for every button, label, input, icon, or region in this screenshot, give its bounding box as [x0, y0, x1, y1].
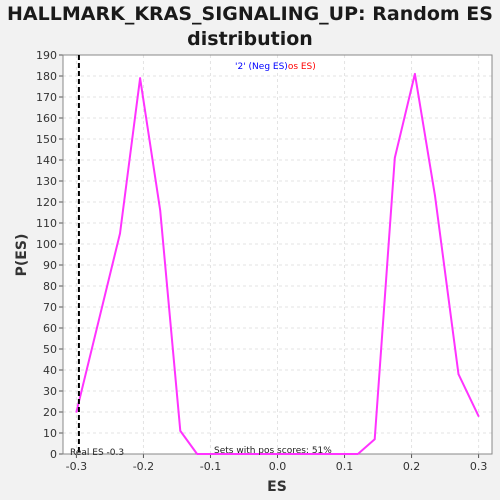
x-tick-label: 0.1	[336, 460, 354, 473]
y-tick-label: 120	[36, 196, 57, 209]
data-point	[209, 453, 212, 455]
data-point	[139, 77, 141, 79]
data-point	[434, 194, 436, 197]
x-tick-label: -0.3	[66, 460, 87, 473]
data-point	[343, 453, 346, 455]
x-tick-label: -0.2	[133, 460, 154, 473]
real-es-label: Real ES -0.3	[70, 448, 124, 458]
y-tick-label: 150	[36, 133, 57, 146]
chart-title-line2: distribution	[187, 28, 313, 50]
data-point	[179, 430, 182, 432]
y-tick-label: 130	[36, 175, 57, 188]
y-tick-label: 20	[43, 406, 57, 419]
legend-neg: '2' (Neg ES)	[235, 62, 288, 72]
legend: '2' (Neg ES)os ES)	[235, 62, 316, 72]
chart-title: HALLMARK_KRAS_SIGNALING_UP: Random ES di…	[0, 2, 500, 52]
axes: 0 10 20 30 40 50 60 70 80 90 100 110 120 130 140 150 160…	[36, 49, 493, 473]
y-tick-label: 30	[43, 385, 57, 398]
data-point	[119, 232, 121, 235]
data-point	[357, 453, 359, 455]
data-point	[373, 438, 376, 441]
data-point	[414, 73, 416, 75]
y-tick-label: 40	[43, 364, 57, 377]
y-tick-label: 180	[36, 70, 57, 83]
y-tick-label: 140	[36, 154, 57, 167]
y-tick-label: 170	[36, 91, 57, 104]
y-tick-label: 60	[43, 322, 57, 335]
y-tick-label: 80	[43, 280, 57, 293]
y-tick-label: 100	[36, 238, 57, 251]
data-point	[196, 453, 198, 455]
x-tick-label: -0.1	[200, 460, 221, 473]
y-tick-label: 90	[43, 259, 57, 272]
series-group	[75, 72, 480, 455]
data-point	[457, 373, 460, 376]
y-tick-label: 160	[36, 112, 57, 125]
data-point	[75, 411, 78, 413]
y-tick-label: 50	[43, 343, 57, 356]
y-tick-label: 190	[36, 49, 57, 62]
x-tick-label: 0.2	[403, 460, 421, 473]
grid	[63, 54, 492, 455]
y-tick-label: 10	[43, 427, 57, 440]
y-tick-label: 70	[43, 301, 57, 314]
legend-pos: os ES)	[288, 62, 316, 72]
x-tick-label: 0.0	[269, 460, 287, 473]
pos-scores-note: Sets with pos scores: 51%	[214, 446, 332, 456]
y-tick-label: 0	[50, 448, 57, 461]
data-point	[477, 415, 480, 418]
y-tick-label: 110	[36, 217, 57, 230]
data-point	[159, 209, 161, 212]
data-point	[394, 157, 396, 159]
x-axis-title: ES	[267, 479, 287, 495]
y-axis-title: P(ES)	[14, 234, 30, 277]
x-tick-label: 0.3	[470, 460, 488, 473]
chart-title-line1: HALLMARK_KRAS_SIGNALING_UP: Random ES	[7, 3, 493, 25]
